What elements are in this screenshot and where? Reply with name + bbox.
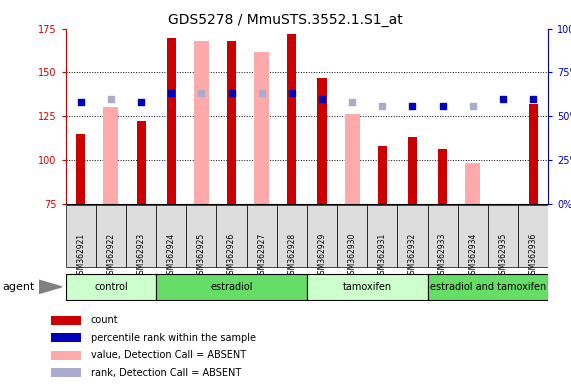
Point xyxy=(106,96,115,102)
FancyBboxPatch shape xyxy=(96,205,126,268)
Bar xyxy=(103,108,118,204)
FancyBboxPatch shape xyxy=(518,205,548,268)
FancyBboxPatch shape xyxy=(156,205,186,268)
FancyBboxPatch shape xyxy=(458,205,488,268)
Text: GSM362925: GSM362925 xyxy=(197,233,206,279)
Text: percentile rank within the sample: percentile rank within the sample xyxy=(91,333,256,343)
Bar xyxy=(51,333,81,342)
Text: control: control xyxy=(94,282,128,292)
Text: GDS5278 / MmuSTS.3552.1.S1_at: GDS5278 / MmuSTS.3552.1.S1_at xyxy=(168,13,403,27)
FancyBboxPatch shape xyxy=(307,205,337,268)
Text: GSM362931: GSM362931 xyxy=(378,233,387,279)
Point xyxy=(167,90,176,96)
FancyBboxPatch shape xyxy=(307,274,428,300)
Bar xyxy=(438,149,447,204)
Point xyxy=(227,90,236,96)
Point xyxy=(378,103,387,109)
Point xyxy=(136,99,146,105)
Text: agent: agent xyxy=(3,282,35,292)
Bar xyxy=(378,146,387,204)
Text: GSM362935: GSM362935 xyxy=(498,233,508,279)
Text: GSM362932: GSM362932 xyxy=(408,233,417,279)
Text: GSM362923: GSM362923 xyxy=(136,233,146,279)
FancyBboxPatch shape xyxy=(428,274,548,300)
Text: tamoxifen: tamoxifen xyxy=(343,282,392,292)
Text: GSM362933: GSM362933 xyxy=(438,233,447,279)
Point xyxy=(197,90,206,96)
FancyBboxPatch shape xyxy=(156,274,307,300)
Point xyxy=(317,96,327,102)
Text: value, Detection Call = ABSENT: value, Detection Call = ABSENT xyxy=(91,350,246,360)
Bar xyxy=(317,78,327,204)
Bar xyxy=(194,41,209,204)
Polygon shape xyxy=(39,280,62,293)
Text: GSM362934: GSM362934 xyxy=(468,233,477,279)
Point xyxy=(76,99,85,105)
Bar xyxy=(51,351,81,360)
Text: GSM362929: GSM362929 xyxy=(317,233,327,279)
FancyBboxPatch shape xyxy=(488,205,518,268)
Text: GSM362927: GSM362927 xyxy=(257,233,266,279)
Bar xyxy=(345,114,360,204)
FancyBboxPatch shape xyxy=(126,205,156,268)
FancyBboxPatch shape xyxy=(186,205,216,268)
FancyBboxPatch shape xyxy=(66,205,96,268)
Bar xyxy=(51,316,81,325)
FancyBboxPatch shape xyxy=(66,274,156,300)
Text: GSM362921: GSM362921 xyxy=(77,233,85,279)
Bar xyxy=(408,137,417,204)
Bar xyxy=(529,104,538,204)
Bar xyxy=(254,51,269,204)
FancyBboxPatch shape xyxy=(428,205,458,268)
FancyBboxPatch shape xyxy=(397,205,428,268)
Bar xyxy=(51,369,81,377)
Point xyxy=(438,103,447,109)
Text: GSM362922: GSM362922 xyxy=(106,233,115,279)
Bar xyxy=(167,38,176,204)
Text: GSM362936: GSM362936 xyxy=(529,233,537,279)
FancyBboxPatch shape xyxy=(367,205,397,268)
Text: GSM362928: GSM362928 xyxy=(287,233,296,279)
Point xyxy=(498,96,508,102)
Point xyxy=(287,90,296,96)
Bar xyxy=(136,121,146,204)
FancyBboxPatch shape xyxy=(337,205,367,268)
Text: GSM362926: GSM362926 xyxy=(227,233,236,279)
Text: rank, Detection Call = ABSENT: rank, Detection Call = ABSENT xyxy=(91,368,241,378)
Bar xyxy=(227,41,236,204)
Point xyxy=(408,103,417,109)
Point xyxy=(348,99,357,105)
FancyBboxPatch shape xyxy=(277,205,307,268)
Text: estradiol: estradiol xyxy=(210,282,253,292)
Text: estradiol and tamoxifen: estradiol and tamoxifen xyxy=(430,282,546,292)
Text: count: count xyxy=(91,315,119,325)
Point xyxy=(468,103,477,109)
Bar xyxy=(287,34,296,204)
Bar xyxy=(76,134,85,204)
Point xyxy=(257,90,266,96)
Bar xyxy=(465,163,480,204)
Text: GSM362924: GSM362924 xyxy=(167,233,176,279)
FancyBboxPatch shape xyxy=(247,205,277,268)
FancyBboxPatch shape xyxy=(216,205,247,268)
Point xyxy=(529,96,538,102)
Text: GSM362930: GSM362930 xyxy=(348,233,357,279)
